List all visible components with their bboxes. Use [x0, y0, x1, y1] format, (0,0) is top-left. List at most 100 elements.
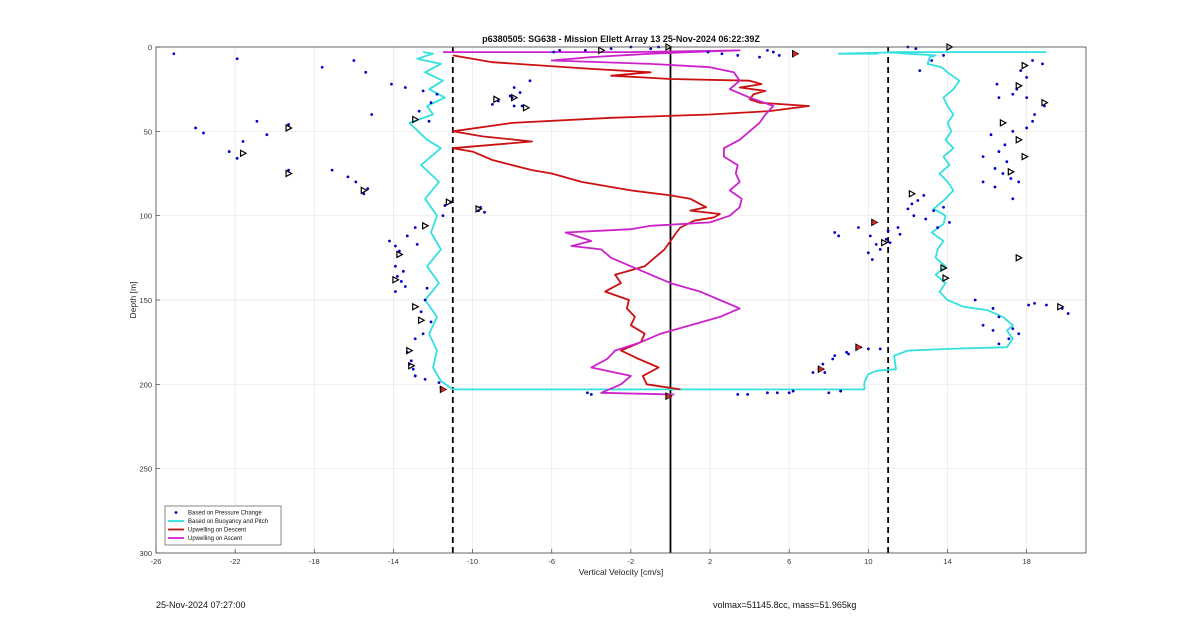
- pressure-change-point: [415, 242, 419, 246]
- y-tick-label: 200: [139, 380, 152, 389]
- pressure-change-point: [1025, 96, 1029, 99]
- triangle-marker: [1007, 167, 1016, 176]
- pressure-change-point: [775, 391, 779, 395]
- pressure-change-point: [874, 242, 878, 246]
- triangle-marker: [493, 95, 501, 104]
- triangle-marker: [406, 346, 414, 355]
- y-tick-label: 250: [139, 465, 152, 474]
- pressure-change-point: [1011, 327, 1015, 331]
- pressure-change-point: [411, 367, 415, 371]
- pressure-change-point: [1027, 303, 1031, 307]
- pressure-change-point: [981, 323, 985, 327]
- pressure-change-point: [857, 226, 860, 229]
- triangle-marker: [1021, 61, 1029, 70]
- pressure-change-point: [609, 47, 613, 51]
- pressure-change-point: [886, 229, 890, 233]
- triangle-marker: [511, 93, 519, 102]
- triangle-marker: [285, 169, 293, 178]
- pressure-change-point: [585, 391, 589, 395]
- legend-label: Based on Pressure Change: [188, 511, 262, 517]
- pressure-change-point: [589, 393, 593, 396]
- pressure-change-point: [991, 328, 995, 332]
- red-marker: [792, 51, 798, 56]
- pressure-change-point: [399, 280, 403, 283]
- red-marker: [440, 387, 446, 392]
- y-tick-label: 150: [139, 296, 152, 305]
- triangle-marker: [445, 198, 454, 207]
- pressure-change-point: [746, 393, 750, 396]
- pressure-change-point: [441, 214, 445, 218]
- triangle-marker: [1021, 152, 1029, 161]
- triangle-marker: [1015, 81, 1023, 90]
- pressure-change-point: [766, 391, 769, 395]
- pressure-change-point: [914, 47, 918, 51]
- pressure-change-point: [405, 234, 409, 238]
- pressure-change-point: [390, 82, 393, 86]
- pressure-change-point: [1045, 303, 1048, 307]
- pressure-change-point: [1005, 160, 1009, 164]
- triangle-marker: [360, 186, 369, 195]
- red-marker: [818, 366, 824, 372]
- pressure-change-point: [352, 59, 356, 62]
- pressure-change-point: [720, 52, 724, 56]
- x-tick-label: 14: [943, 557, 951, 566]
- pressure-change-point: [429, 320, 433, 324]
- pressure-change-point: [552, 50, 556, 54]
- pressure-change-point: [993, 185, 997, 189]
- pressure-change-point: [930, 59, 934, 62]
- pressure-change-point: [791, 389, 795, 393]
- pressure-change-point: [868, 234, 872, 238]
- pressure-change-point: [172, 52, 176, 56]
- pressure-change-point: [419, 310, 423, 314]
- pressure-change-point: [1017, 180, 1021, 184]
- triangle-marker: [422, 221, 430, 230]
- x-tick-label: -26: [151, 557, 162, 566]
- pressure-change-point: [1017, 332, 1021, 336]
- pressure-change-point: [981, 155, 985, 159]
- pressure-change-point: [512, 104, 516, 108]
- pressure-change-point: [866, 347, 870, 351]
- pressure-change-point: [1033, 113, 1036, 116]
- pressure-change-point: [1001, 172, 1005, 175]
- pressure-change-point: [758, 55, 761, 59]
- footer-stats: volmax=51145.8cc, mass=51.965kg: [713, 600, 857, 610]
- pressure-change-point: [736, 54, 740, 57]
- y-axis-label: Depth [m]: [128, 282, 138, 319]
- pressure-change-point: [403, 285, 407, 288]
- pressure-change-point: [508, 94, 512, 98]
- pressure-change-point: [1009, 177, 1013, 180]
- pressure-change-point: [255, 119, 259, 123]
- pressure-change-point: [878, 248, 882, 251]
- pressure-change-point: [202, 131, 205, 135]
- pressure-change-point: [330, 168, 334, 172]
- legend: Based on Pressure Change Based on Buoyanc…: [164, 505, 282, 546]
- triangle-marker: [239, 149, 248, 158]
- legend-label: Upwelling on Ascent: [188, 536, 242, 542]
- x-tick-label: 10: [864, 557, 872, 566]
- pressure-change-point: [896, 226, 900, 229]
- y-tick-label: 300: [139, 549, 152, 558]
- pressure-change-point: [898, 232, 902, 236]
- pressure-change-point: [364, 70, 368, 74]
- pressure-change-point: [417, 109, 421, 113]
- pressure-change-point: [1019, 69, 1023, 73]
- pressure-change-point: [403, 86, 407, 89]
- pressure-change-point: [413, 374, 417, 378]
- pressure-change-point: [1011, 129, 1015, 133]
- pressure-change-point: [878, 347, 882, 351]
- legend-swatch-point: [174, 511, 178, 514]
- pressure-change-point: [437, 381, 441, 385]
- pressure-change-point: [423, 298, 427, 302]
- pressure-change-point: [421, 332, 425, 336]
- triangle-marker: [418, 316, 426, 325]
- triangle-marker: [392, 275, 400, 284]
- pressure-change-point: [918, 69, 922, 73]
- pressure-change-point: [396, 274, 399, 278]
- series-line-based-on-buoyancy-and-pitch: [408, 51, 454, 391]
- pressure-change-point: [997, 96, 1001, 99]
- pressure-change-point: [1003, 143, 1007, 147]
- pressure-change-point: [435, 92, 439, 96]
- pressure-change-point: [649, 47, 653, 51]
- x-axis-label: Vertical Velocity [cm/s]: [579, 567, 664, 577]
- pressure-change-point: [528, 79, 532, 83]
